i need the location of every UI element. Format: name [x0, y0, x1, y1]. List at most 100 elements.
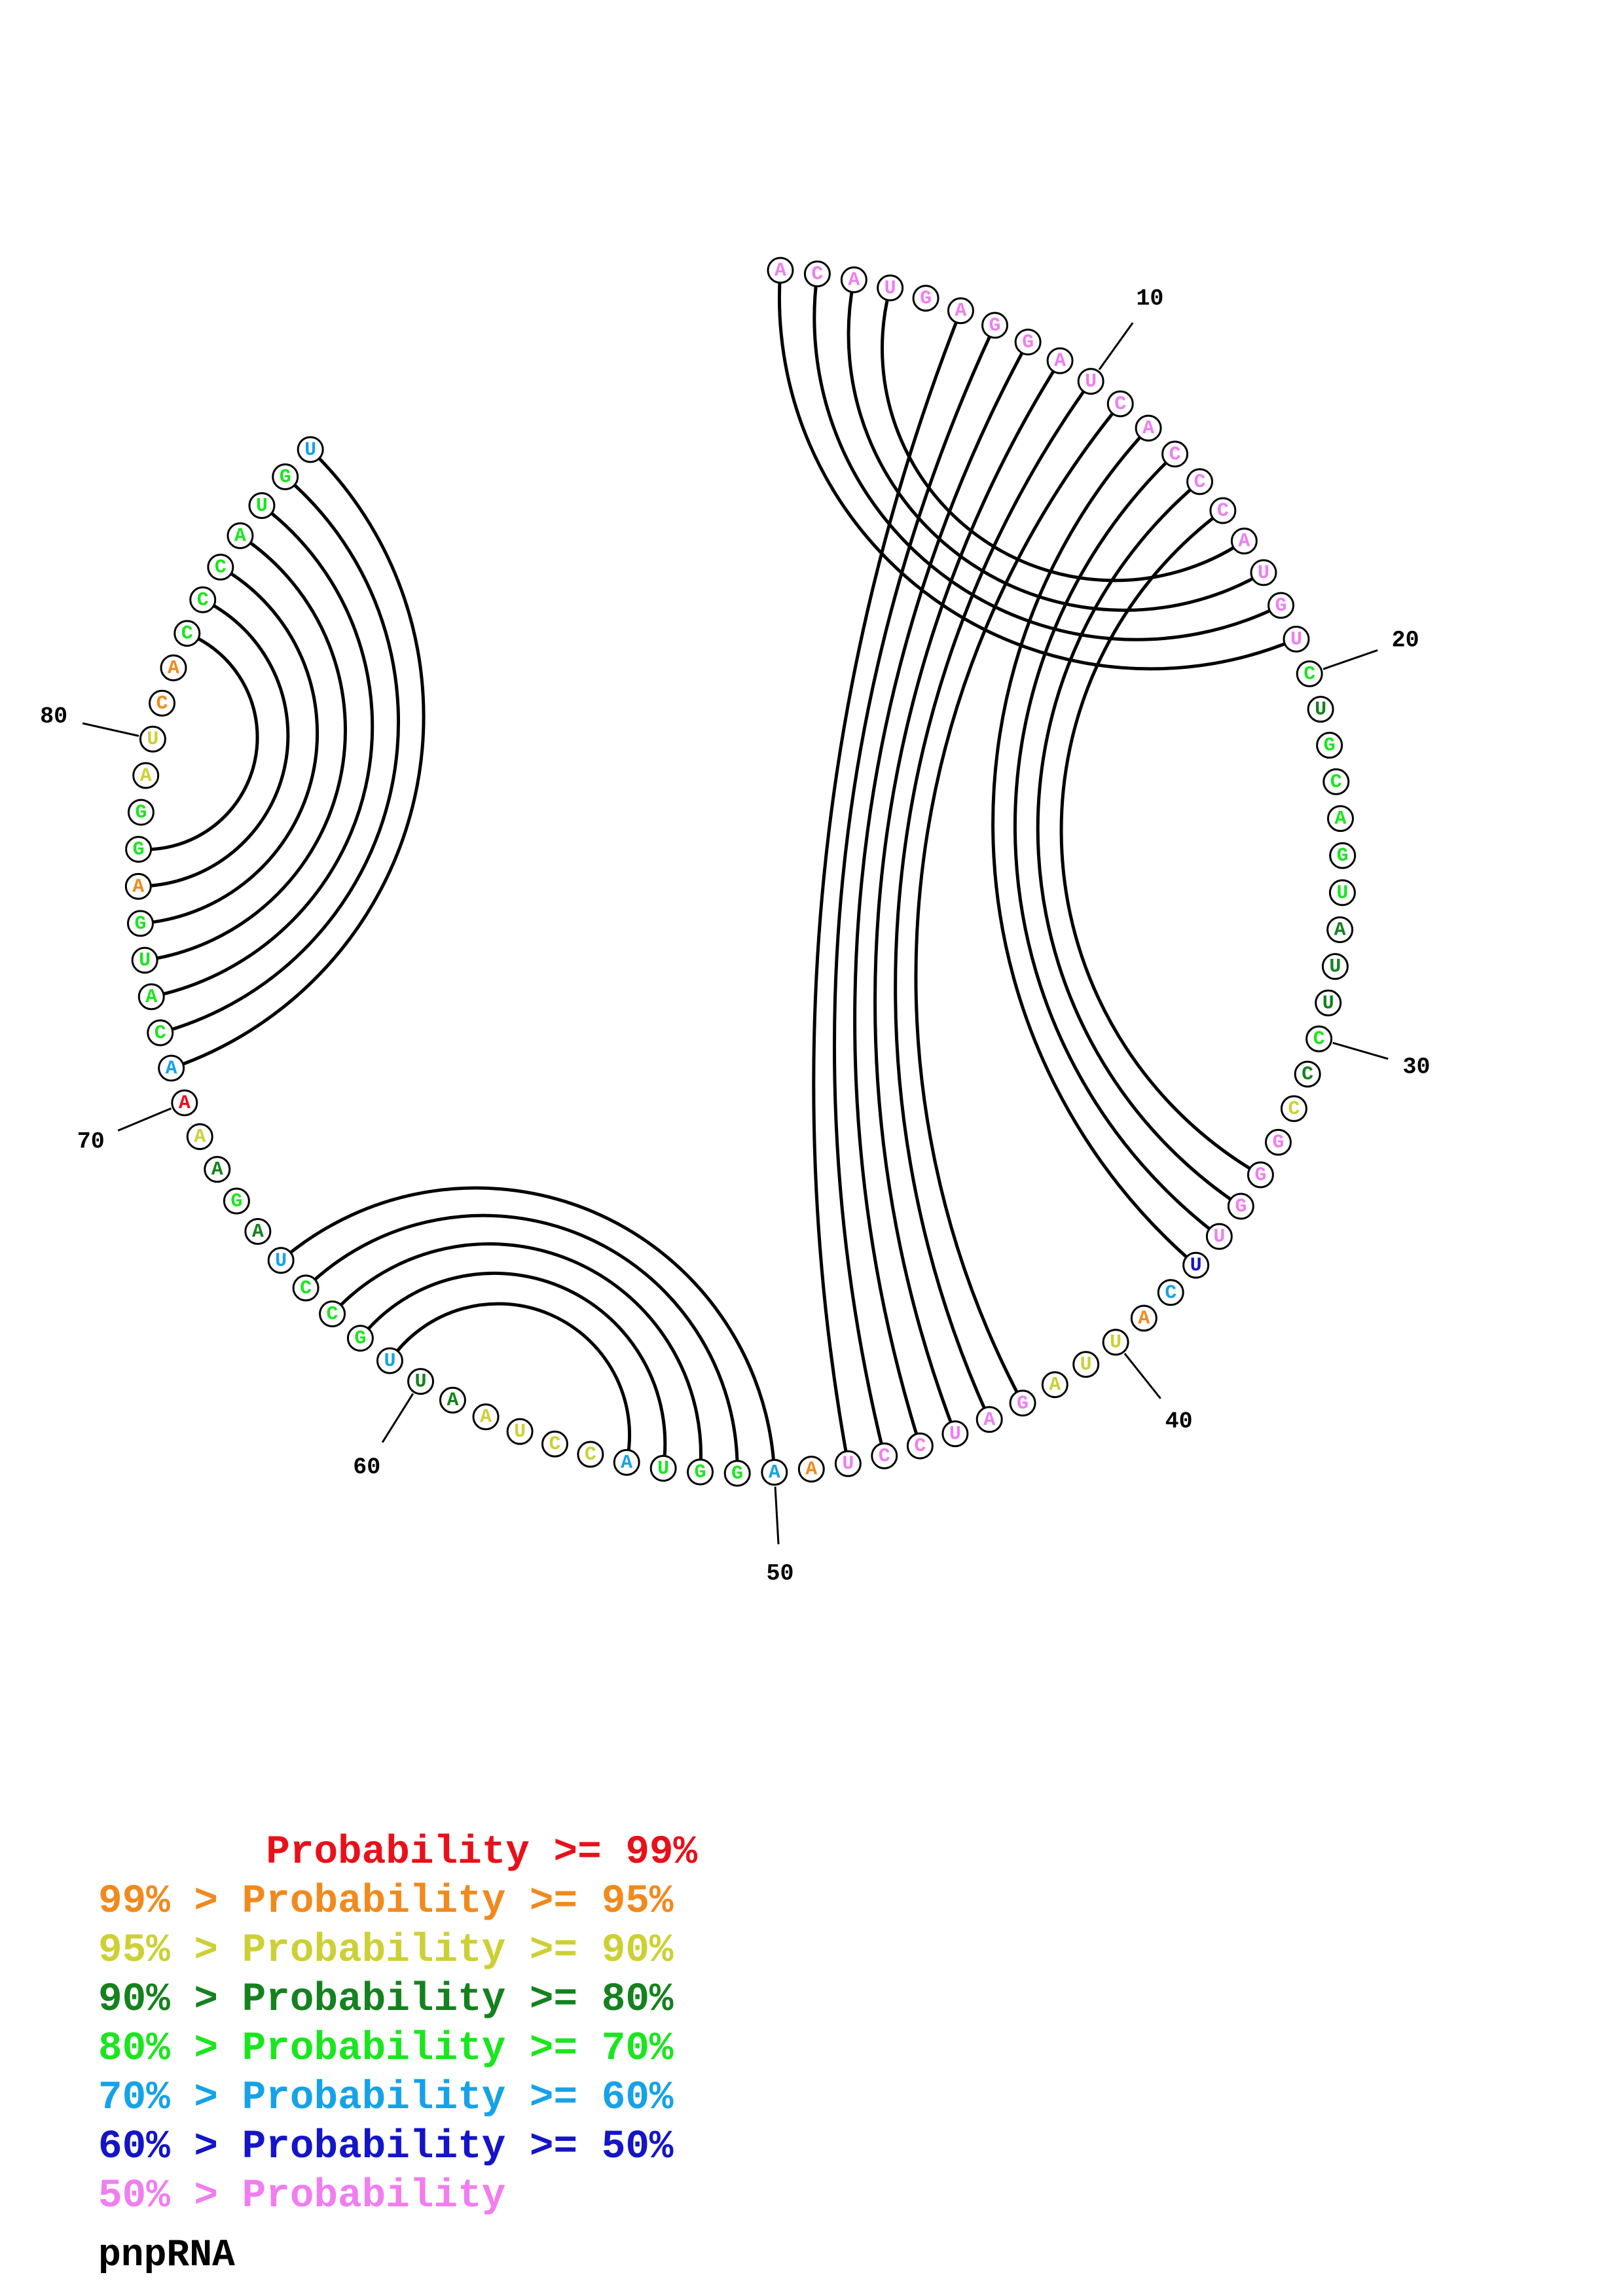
nucleotide-letter: A: [1334, 919, 1346, 941]
nucleotide-circle: [1227, 1193, 1254, 1220]
base-pair-arc: [812, 312, 962, 1462]
nucleotide-letter: C: [300, 1278, 312, 1300]
base-pair-arc: [853, 343, 1029, 1444]
nucleotide-letter: G: [135, 802, 147, 824]
base-pair-arc: [833, 327, 996, 1454]
nucleotide-circle: [613, 1448, 640, 1476]
number-tick-line: [1322, 649, 1378, 670]
nucleotide: U: [834, 1450, 862, 1477]
nucleotide-circle: [248, 492, 276, 519]
nucleotide: A: [976, 1406, 1003, 1433]
nucleotide: U: [1072, 1351, 1100, 1378]
nucleotide-circle: [649, 1454, 677, 1482]
nucleotide: U: [376, 1347, 403, 1374]
nucleotide: U: [297, 436, 324, 463]
nucleotide: A: [1230, 528, 1258, 555]
nucleotide: U: [139, 725, 166, 753]
nucleotide-circle: [1046, 347, 1074, 374]
nucleotide: A: [137, 983, 165, 1011]
nucleotide: U: [1205, 1223, 1233, 1250]
nucleotide-circle: [941, 1420, 969, 1448]
nucleotide-letter: A: [252, 1221, 264, 1243]
nucleotide: C: [1322, 768, 1350, 795]
nucleotide: G: [1329, 842, 1357, 869]
nucleotide-circle: [125, 836, 153, 863]
nucleotide: A: [244, 1217, 272, 1245]
nucleotide-circle: [267, 1247, 295, 1274]
nucleotide-circle: [871, 1442, 898, 1469]
nucleotide-letter: G: [1017, 1393, 1029, 1415]
nucleotide-circle: [137, 983, 165, 1011]
nucleotide-letter: C: [1169, 444, 1181, 466]
nucleotide-circle: [158, 1054, 185, 1082]
nucleotide: A: [1135, 414, 1162, 442]
nucleotide-circle: [1102, 1329, 1129, 1356]
nucleotide-letter: C: [215, 557, 227, 579]
nucleotide-circle: [1009, 1390, 1036, 1417]
nucleotide-circle: [1267, 592, 1295, 619]
nucleotide-letter: U: [1085, 371, 1097, 393]
nucleotide-circle: [1326, 805, 1354, 833]
nucleotide-letter: A: [1334, 808, 1346, 831]
nucleotide-letter: A: [132, 876, 144, 898]
number-tick-line: [381, 1393, 414, 1443]
nucleotide-circle: [1077, 368, 1104, 395]
nucleotide-circle: [1264, 1128, 1292, 1156]
number-label: 50: [767, 1560, 794, 1587]
base-pair-arc: [812, 276, 1280, 641]
nucleotide-circle: [1315, 989, 1342, 1016]
nucleotide-circle: [1294, 1060, 1321, 1088]
nucleotide: C: [1296, 660, 1323, 688]
nucleotide-letter: A: [179, 1092, 191, 1115]
nucleotide-circle: [244, 1217, 272, 1245]
legend-entry: 70% > Probability >= 60%: [98, 2075, 674, 2121]
number-tick-line: [117, 1107, 172, 1132]
nucleotide: U: [1182, 1251, 1210, 1279]
nucleotide: G: [125, 836, 153, 863]
nucleotide-letter: A: [166, 1058, 177, 1080]
nucleotide: G: [687, 1458, 714, 1486]
nucleotide-circle: [767, 257, 794, 284]
nucleotide-letter: U: [1315, 699, 1326, 721]
nucleotide: G: [1316, 732, 1343, 759]
nucleotide-letter: A: [194, 1126, 206, 1149]
nucleotide-letter: C: [1288, 1098, 1300, 1121]
nucleotide-circle: [204, 1156, 231, 1183]
nucleotide: U: [1328, 879, 1356, 906]
nucleotide-circle: [139, 725, 166, 753]
nucleotide-letter: G: [1324, 735, 1336, 757]
nucleotide-circle: [160, 654, 187, 681]
nucleotide-circle: [947, 297, 974, 325]
nucleotide-letter: A: [1138, 1308, 1150, 1330]
nucleotide: A: [1041, 1371, 1068, 1399]
nucleotide-letter: U: [1329, 956, 1341, 978]
nucleotide: G: [223, 1187, 250, 1215]
nucleotide-circle: [439, 1386, 466, 1414]
nucleotide: A: [439, 1386, 466, 1414]
nucleotide: C: [173, 620, 201, 647]
nucleotide: U: [1283, 626, 1310, 653]
nucleotide: A: [761, 1459, 788, 1486]
nucleotide: A: [613, 1448, 640, 1476]
nucleotide-circle: [1041, 1371, 1068, 1399]
nucleotide-letter: U: [657, 1458, 669, 1480]
nucleotide-circle: [761, 1459, 788, 1486]
nucleotide-circle: [1014, 329, 1042, 356]
nucleotide-letter: U: [514, 1421, 526, 1443]
nucleotide-letter: A: [1238, 531, 1250, 553]
nucleotide-circle: [1182, 1251, 1210, 1279]
nucleotide-circle: [834, 1450, 862, 1477]
nucleotide-circle: [723, 1460, 751, 1487]
base-pair-arc: [282, 1186, 776, 1470]
nucleotide-circle: [1157, 1279, 1184, 1306]
nucleotide-letter: C: [1217, 500, 1229, 522]
nucleotide-circle: [186, 1123, 213, 1151]
nucleotide-circle: [1326, 916, 1354, 943]
nucleotide: U: [131, 946, 158, 974]
base-pair-arc: [141, 599, 290, 888]
nucleotide-circle: [976, 1406, 1003, 1433]
number-label: 60: [353, 1454, 380, 1480]
nucleotide: A: [797, 1456, 825, 1483]
nucleotide-circle: [1186, 468, 1214, 495]
nucleotide-circle: [1135, 414, 1162, 442]
